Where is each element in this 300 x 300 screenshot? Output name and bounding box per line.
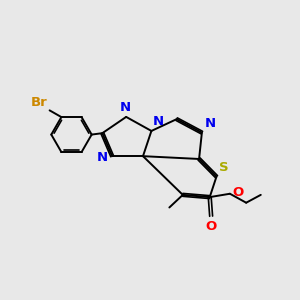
- Text: N: N: [205, 117, 216, 130]
- Text: O: O: [206, 220, 217, 232]
- Text: N: N: [153, 115, 164, 128]
- Text: Br: Br: [31, 96, 48, 109]
- Text: N: N: [97, 151, 108, 164]
- Text: S: S: [219, 161, 228, 174]
- Text: O: O: [232, 186, 243, 199]
- Text: N: N: [120, 101, 131, 114]
